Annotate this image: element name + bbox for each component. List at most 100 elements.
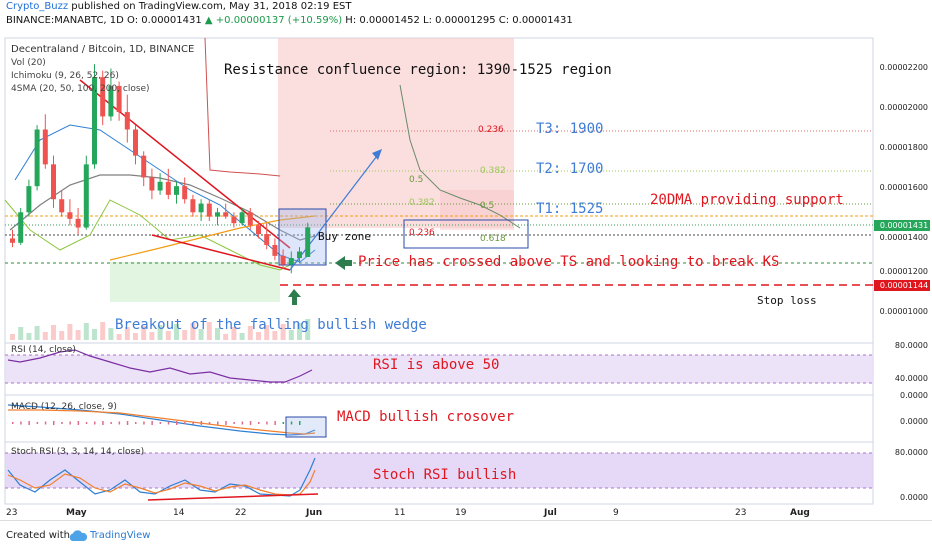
candle-body [149, 177, 155, 191]
volume-bar [10, 334, 15, 340]
publish-line: Crypto_Buzz published on TradingView.com… [6, 1, 932, 15]
kijun-arrow [335, 256, 352, 270]
future-span-line [399, 84, 521, 229]
macd-hist-bar [20, 421, 22, 425]
price-tick: 0.00002000 [879, 103, 928, 112]
rsi-line [7, 349, 313, 383]
volume-bar [116, 334, 122, 340]
fib-label: 0.236 [478, 125, 504, 135]
candle-body [272, 244, 278, 256]
volume-bar [239, 333, 245, 340]
volume-bar [264, 325, 270, 340]
candle-body [51, 164, 56, 200]
candle-body [231, 216, 237, 224]
volume-bar [165, 331, 171, 340]
volume-bar [223, 334, 229, 340]
volume-bar [280, 324, 286, 340]
open-value: O: 0.00001431 [127, 15, 202, 26]
stoch-tick: 0.0000 [900, 493, 928, 502]
macd-hist-bar [69, 421, 71, 425]
stop-loss-label: Stop loss [757, 294, 817, 307]
macd-signal [8, 409, 316, 435]
macd-hist-bar [184, 422, 186, 424]
projection-arrow [289, 151, 381, 271]
volume-bar [174, 324, 179, 340]
candle-body [18, 212, 24, 243]
tradingview-brand[interactable]: TradingView [90, 530, 151, 541]
macd-hist-bar [135, 422, 137, 424]
macd-hist-bar [53, 421, 55, 425]
macd-label: MACD (12, 26, close, 9) [11, 402, 117, 412]
x-tick: 9 [613, 508, 619, 518]
stoch-support-line [147, 493, 319, 501]
macd-hist-bar [241, 421, 244, 425]
macd-histogram [12, 421, 301, 425]
footer-bar: Created with TradingView [0, 520, 932, 551]
volume-bar [198, 329, 204, 340]
stop-price-tag-bg [874, 280, 930, 291]
candle-body [239, 212, 245, 224]
volume-bar [149, 332, 155, 340]
x-tick: Jun [306, 508, 323, 518]
macd-hist-bar [12, 422, 14, 424]
volume-bar [34, 326, 40, 340]
candle-body [256, 225, 261, 235]
chart-canvas[interactable] [0, 0, 932, 520]
candle-body [223, 212, 229, 217]
macd-hist-bar [28, 421, 30, 425]
volume-bar [26, 333, 32, 340]
volume-bar [215, 328, 220, 340]
x-tick: 14 [173, 508, 185, 518]
candle-body [157, 181, 163, 191]
volume-group [10, 319, 311, 340]
macd-hist-bar [61, 422, 63, 424]
publish-info: published on TradingView.com, May 31, 20… [71, 1, 352, 12]
candle-body [42, 129, 48, 165]
macd-hist-bar [225, 421, 227, 425]
macd-hist-bar [77, 421, 80, 425]
volume-bar [288, 330, 294, 340]
fib-label: 0.382 [409, 198, 435, 208]
orange-sma-line [109, 215, 316, 261]
author-link[interactable]: Crypto_Buzz [6, 1, 69, 12]
volume-bar [206, 322, 212, 340]
x-tick: 11 [394, 508, 406, 518]
candle-body [264, 234, 270, 245]
target-3: T3: 1900 [536, 121, 604, 137]
macd-hist-bar [274, 421, 276, 425]
projection-arrowhead [372, 149, 382, 160]
volume-bar [247, 326, 253, 340]
stoch-annotation: Stoch RSI bullish [373, 467, 517, 483]
macd-hist-bar [118, 421, 121, 425]
low-value: L: 0.00001295 [423, 15, 496, 26]
macd-hist-bar [44, 421, 47, 425]
candle-body [247, 212, 253, 226]
x-tick: 23 [735, 508, 747, 518]
candle-body [141, 155, 147, 178]
volume-bar [59, 331, 65, 340]
macd-hist-bar [110, 422, 112, 424]
volume-bar [75, 330, 81, 340]
resistance-annotation: Resistance confluence region: 1390-1525 … [224, 62, 612, 78]
macd-hist-bar [217, 421, 219, 425]
volume-bar [141, 326, 147, 340]
stop-price-tag: 0.00001144 [879, 281, 929, 290]
buy-zone-box [278, 208, 327, 266]
macd-hist-bar [94, 421, 96, 425]
candle-body [198, 203, 204, 213]
volume-bar [108, 328, 114, 340]
rsi-tick: 80.0000 [894, 341, 928, 350]
candle-body [206, 203, 212, 217]
fib-label: 0.618 [480, 234, 506, 244]
sma-20-line [9, 174, 316, 241]
resistance-box [403, 219, 529, 249]
volume-bar [100, 322, 106, 340]
candle-body [83, 164, 89, 228]
stoch-d-line [7, 469, 316, 496]
macd-hist-bar [258, 422, 260, 424]
rsi-band [5, 355, 873, 383]
x-tick: 19 [455, 508, 467, 518]
x-tick: 23 [6, 508, 18, 518]
ts-ks-annotation: Price has crossed above TS and looking t… [358, 254, 780, 270]
macd-hist-bar [200, 421, 203, 425]
